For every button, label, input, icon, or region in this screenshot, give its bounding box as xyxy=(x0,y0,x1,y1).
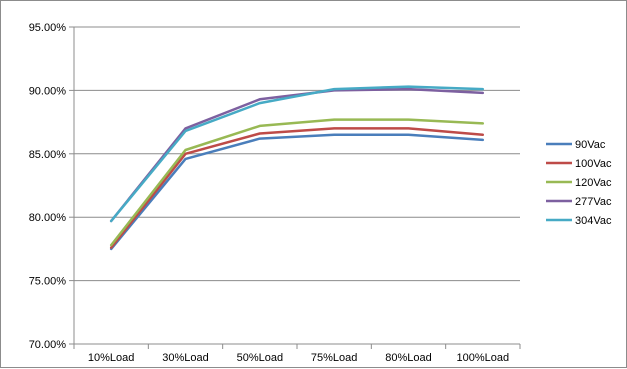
legend-label-120vac: 120Vac xyxy=(575,177,612,189)
legend-label-90vac: 90Vac xyxy=(575,139,606,151)
series-line-100vac xyxy=(109,127,485,249)
y-tick-label: 95.00% xyxy=(29,22,67,34)
y-tick-label: 80.00% xyxy=(29,212,67,224)
legend-label-277vac: 277Vac xyxy=(575,196,612,208)
legend-label-304vac: 304Vac xyxy=(575,215,612,227)
y-tick-label: 85.00% xyxy=(29,149,67,161)
x-tick-label: 100%Load xyxy=(457,352,510,364)
series-line-120vac xyxy=(109,118,485,247)
axes: 95.00% 90.00% 85.00% 80.00% 75.00% 70.00% 10%L… xyxy=(29,22,521,364)
y-tick-label: 70.00% xyxy=(29,339,67,351)
x-tick-label: 30%Load xyxy=(162,352,209,364)
x-tick-label: 80%Load xyxy=(385,352,432,364)
y-tick-label: 90.00% xyxy=(29,85,67,97)
legend: 90Vac 100Vac 120Vac 277Vac 304Vac xyxy=(546,139,612,227)
series-line-304vac xyxy=(109,85,485,223)
x-tick-label: 10%Load xyxy=(88,352,135,364)
x-tick-label: 75%Load xyxy=(311,352,358,364)
legend-label-100vac: 100Vac xyxy=(575,158,612,170)
x-tick-label: 50%Load xyxy=(237,352,284,364)
series-lines xyxy=(109,85,485,251)
y-tick-label: 75.00% xyxy=(29,276,67,288)
series-line-90vac xyxy=(109,133,485,251)
